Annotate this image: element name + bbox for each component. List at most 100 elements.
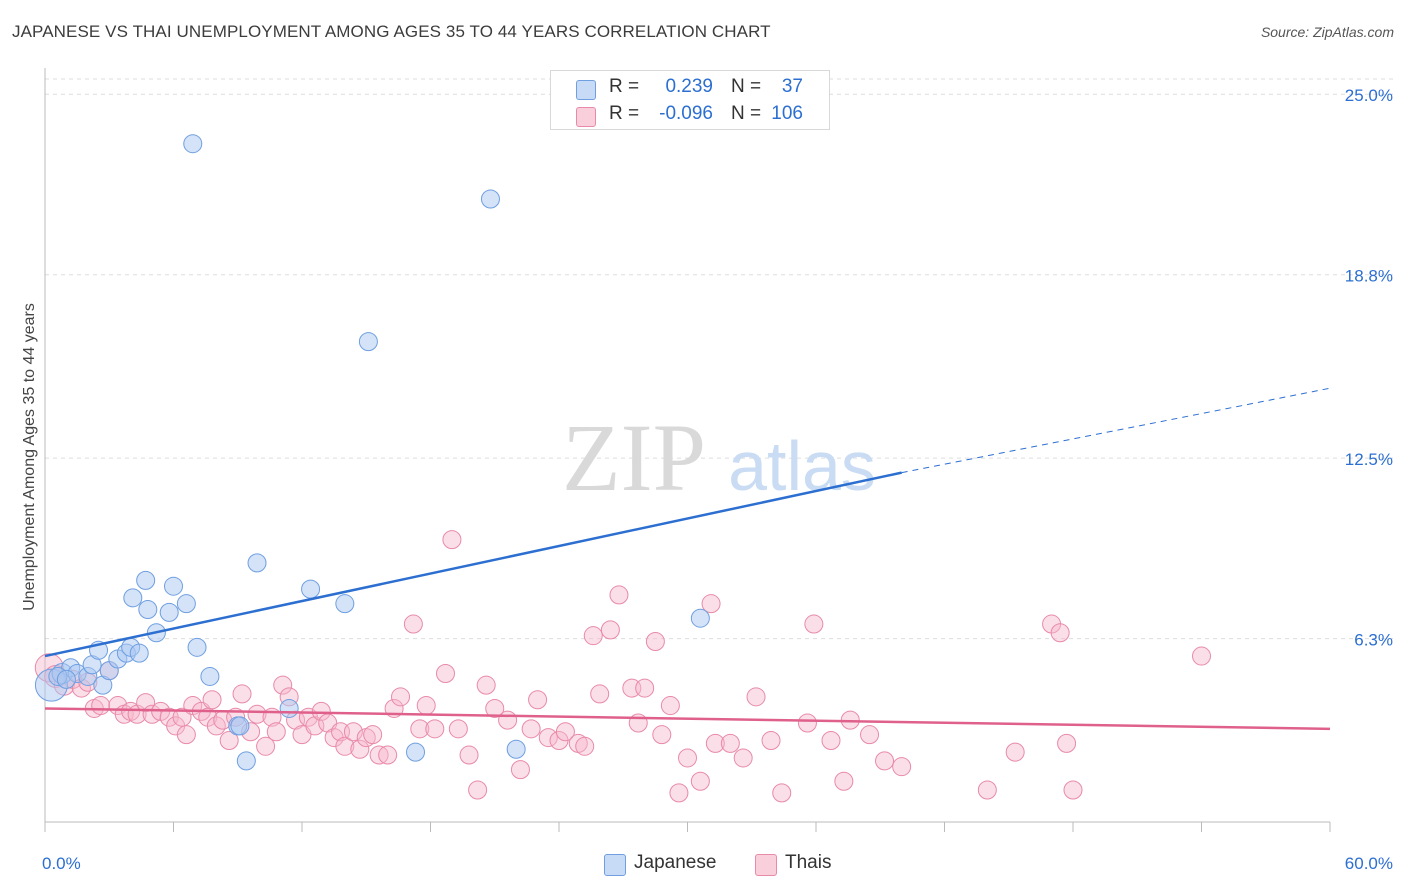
stats-row-japanese: R = 0.239 N = 37 (551, 76, 829, 102)
japanese-point (279, 698, 299, 718)
thai-point (797, 713, 817, 733)
thai-point (609, 585, 629, 605)
thai-point (247, 704, 267, 724)
thai-point (459, 745, 479, 765)
japanese-point (187, 637, 207, 657)
japanese-points (34, 134, 710, 771)
legend-label-japanese: Japanese (634, 852, 717, 873)
thai-point (1192, 646, 1211, 666)
japanese-point (236, 751, 256, 771)
thai-point (1063, 780, 1083, 800)
thai-point (335, 736, 355, 756)
thais-swatch (576, 107, 596, 127)
y-tick-label: 6.3% (1354, 631, 1393, 650)
japanese-point (176, 594, 196, 614)
japanese-point (136, 570, 156, 590)
japanese-point (183, 134, 203, 154)
thai-point (1050, 623, 1070, 643)
thai-point (485, 698, 505, 718)
thai-point (645, 632, 665, 652)
japanese-point (301, 579, 321, 599)
thai-point (746, 687, 766, 707)
y-tick-label: 25.0% (1345, 86, 1393, 105)
thai-point (410, 719, 430, 739)
tick-labels: 6.3% 12.5% 18.8% 25.0% 0.0% 60.0% (42, 86, 1393, 873)
watermark-zip: ZIP (562, 404, 706, 511)
thai-point (635, 678, 655, 698)
n-value: 37 (781, 76, 803, 97)
watermark: ZIP atlas (562, 404, 876, 511)
thai-point (403, 614, 423, 634)
thai-point (256, 736, 276, 756)
thai-point (273, 675, 293, 695)
grid-lines (45, 78, 1395, 640)
thai-point (266, 722, 286, 742)
thai-point (705, 733, 725, 753)
thai-trend-line (44, 707, 1331, 731)
japanese-point (230, 716, 250, 736)
thai-point (343, 722, 363, 742)
japanese-point (200, 666, 220, 686)
thai-point (875, 751, 895, 771)
thai-point (202, 690, 222, 710)
japanese-point (690, 608, 710, 628)
thai-point (652, 725, 672, 745)
japanese-point (247, 553, 267, 573)
n-label: N = (731, 103, 762, 124)
japanese-point (159, 602, 179, 622)
thai-point (425, 719, 445, 739)
thai-points (34, 530, 1211, 803)
thai-point (435, 664, 455, 684)
thai-point (476, 675, 496, 695)
thai-point (772, 783, 792, 803)
japanese-point (129, 643, 149, 663)
stats-legend: R = 0.239 N = 37 R = -0.096 N = 106 (550, 70, 830, 130)
thai-point (860, 725, 880, 745)
thais-swatch (755, 854, 777, 876)
thai-point (678, 748, 697, 768)
series-legend: Japanese Thais (0, 852, 1406, 878)
y-tick-label: 18.8% (1345, 267, 1393, 286)
thai-point (575, 736, 595, 756)
thai-point (583, 626, 603, 646)
japanese-point (506, 739, 526, 759)
thai-point (305, 716, 325, 736)
thai-point (219, 730, 239, 750)
thai-point (892, 757, 912, 777)
japanese-point (138, 599, 158, 619)
thai-point (1005, 742, 1025, 762)
japanese-point (406, 742, 426, 762)
thai-point (761, 730, 781, 750)
thai-point (363, 725, 383, 745)
thai-point (350, 739, 370, 759)
thai-point (733, 748, 753, 768)
japanese-point (480, 189, 500, 209)
r-value: -0.096 (659, 103, 713, 124)
thai-point (468, 780, 488, 800)
thai-point (232, 684, 252, 704)
japanese-point (56, 669, 76, 689)
watermark-atlas: atlas (728, 427, 876, 505)
y-tick-label: 12.5% (1345, 450, 1393, 469)
thai-point (977, 780, 997, 800)
japanese-point (123, 588, 143, 608)
x-tick-label: 0.0% (42, 854, 81, 873)
thai-point (669, 783, 689, 803)
thai-point (528, 690, 548, 710)
japanese-swatch (604, 854, 626, 876)
n-value: 106 (771, 103, 803, 124)
thai-point (521, 719, 541, 739)
thai-point (498, 710, 518, 730)
stats-row-thais: R = -0.096 N = 106 (551, 103, 829, 129)
japanese-point (358, 332, 378, 352)
thai-point (690, 771, 710, 791)
thai-point (391, 687, 411, 707)
n-label: N = (731, 76, 762, 97)
r-label: R = (609, 76, 640, 97)
japanese-swatch (576, 80, 596, 100)
thai-point (176, 725, 196, 745)
thai-point (555, 722, 575, 742)
thai-point (378, 745, 398, 765)
thai-point (416, 696, 436, 716)
